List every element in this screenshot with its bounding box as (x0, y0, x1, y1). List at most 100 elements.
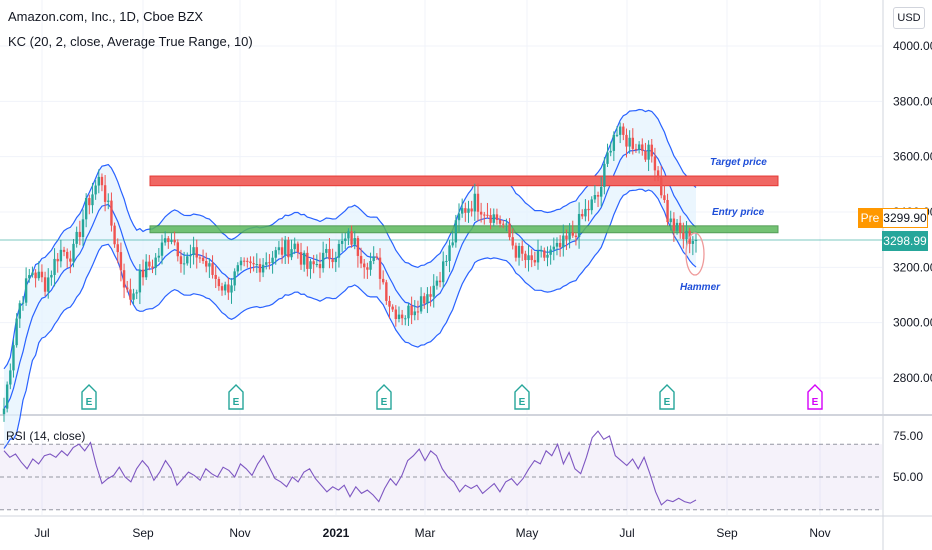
candle-body (113, 225, 116, 245)
candle-body (634, 148, 638, 150)
candle-body (476, 193, 480, 212)
candle-body (208, 263, 211, 267)
candle-body (214, 274, 217, 279)
currency-button[interactable]: USD (893, 7, 925, 29)
candle-body (615, 134, 619, 136)
candle-body (375, 256, 379, 258)
candle-body (50, 274, 53, 278)
candle-body (59, 249, 63, 262)
candle-body (442, 261, 445, 283)
candle-body (647, 144, 650, 160)
keltner-upper (3, 108, 697, 370)
candle-body (255, 264, 258, 266)
candle-body (148, 261, 151, 267)
candle-body (62, 249, 66, 252)
candle-body (268, 262, 271, 264)
candle-body (15, 318, 18, 346)
candle-body (363, 263, 366, 268)
candle-body (331, 259, 334, 263)
candle-body (587, 208, 590, 211)
rsi-legend[interactable]: RSI (14, close) (6, 429, 86, 443)
y-tick-label: 3800.00 (893, 94, 932, 108)
y-tick-label: 4000.00 (893, 39, 932, 53)
earnings-letter: E (233, 397, 240, 408)
candle-body (467, 208, 470, 213)
candle-body (325, 248, 328, 253)
candle-body (464, 208, 467, 213)
candle-body (691, 240, 695, 244)
candle-body (69, 258, 72, 262)
candle-body (663, 195, 666, 201)
candle-body (558, 242, 562, 248)
candle-body (236, 265, 240, 272)
candle-body (394, 309, 398, 319)
earnings-letter: E (812, 397, 819, 408)
candle-body (340, 240, 344, 244)
candle-body (590, 199, 593, 211)
candle-body (24, 278, 28, 303)
target-zone[interactable] (149, 175, 779, 187)
earnings-marker[interactable]: E (807, 384, 823, 410)
earnings-marker[interactable]: E (376, 384, 392, 410)
indicator-legend[interactable]: KC (20, 2, close, Average True Range, 10… (8, 34, 253, 49)
candle-body (186, 256, 189, 264)
candle-body (47, 277, 50, 292)
chart-title: Amazon.com, Inc., 1D, Cboe BZX (8, 9, 204, 24)
candle-body (593, 195, 597, 200)
candle-body (347, 231, 350, 239)
candle-body (43, 277, 47, 292)
entry-zone[interactable] (149, 225, 779, 234)
earnings-marker[interactable]: E (514, 384, 530, 410)
earnings-badge (514, 384, 530, 410)
candle-body (2, 408, 6, 415)
candle-body (618, 126, 622, 135)
candle-body (227, 284, 230, 293)
candle-body (400, 314, 404, 319)
candle-body (9, 370, 12, 385)
candle-body (498, 219, 502, 224)
candle-body (5, 384, 9, 409)
candle-body (404, 318, 407, 320)
candle-body (679, 222, 682, 233)
candle-body (419, 296, 423, 312)
entry-price-label: Entry price (712, 207, 765, 218)
candle-body (495, 214, 499, 220)
earnings-marker[interactable]: E (228, 384, 244, 410)
candle-body (91, 194, 94, 206)
candle-body (644, 150, 647, 160)
candle-body (473, 193, 477, 212)
candle-body (287, 240, 290, 258)
x-tick-label: Mar (415, 526, 436, 540)
candle-body (372, 256, 375, 261)
candle-body (397, 314, 401, 319)
candle-body (176, 242, 179, 257)
candle-body (625, 134, 628, 147)
x-tick-label: Jul (619, 526, 634, 540)
earnings-badge (228, 384, 244, 410)
earnings-letter: E (381, 397, 388, 408)
candle-body (246, 260, 249, 262)
candle-body (581, 213, 584, 217)
candle-body (366, 267, 369, 270)
rsi-y-tick: 75.00 (893, 429, 923, 443)
earnings-marker[interactable]: E (659, 384, 675, 410)
candle-body (129, 289, 132, 300)
candle-body (233, 271, 236, 286)
candle-body (293, 243, 296, 250)
candle-body (562, 235, 565, 248)
candle-body (650, 144, 653, 157)
candle-body (596, 195, 600, 197)
candle-body (606, 152, 609, 164)
candle-body (385, 282, 388, 301)
candle-body (600, 186, 603, 197)
candle-body (517, 245, 521, 258)
candle-body (660, 177, 663, 196)
candle-body (119, 252, 123, 271)
x-tick-label: Nov (229, 526, 250, 540)
candle-body (189, 255, 192, 257)
candle-body (12, 345, 15, 371)
candle-body (239, 260, 243, 266)
earnings-marker[interactable]: E (81, 384, 97, 410)
premarket-price: 3299.90 (882, 208, 928, 228)
